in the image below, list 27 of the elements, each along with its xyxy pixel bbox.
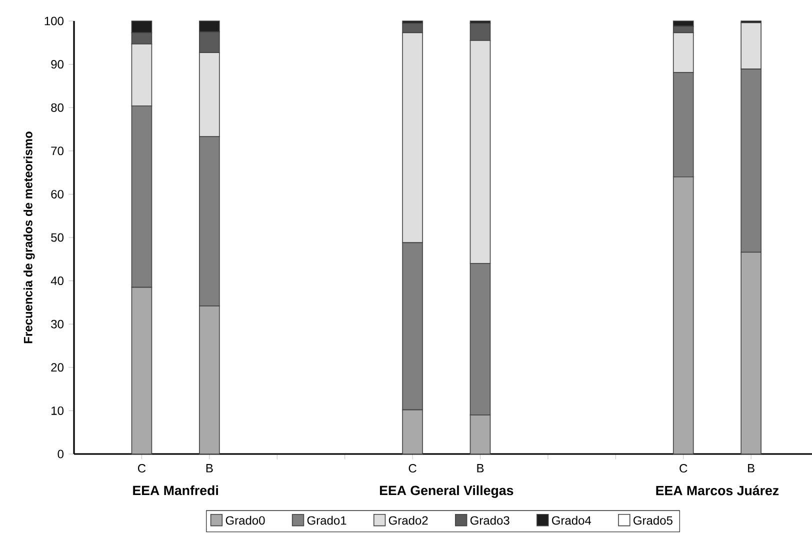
y-tick-label: 40	[50, 276, 64, 286]
x-tick-label: C	[408, 464, 416, 473]
legend-label: Grado3	[470, 516, 510, 525]
legend-label: Grado2	[388, 516, 428, 525]
y-tick-label: 50	[51, 233, 64, 242]
x-tick-label: B	[477, 464, 484, 472]
x-tick-label: B	[748, 464, 754, 472]
y-tick-label: 90	[51, 60, 64, 69]
legend-label: Grado0	[226, 516, 265, 525]
text: EEA Marcos Juárez	[656, 485, 779, 496]
y-tick-label: 10	[52, 406, 64, 415]
y-tick-label: 100	[44, 16, 64, 26]
y-tick-label: 20	[51, 363, 64, 372]
legend-label: Grado1	[307, 516, 346, 525]
x-tick-label: B	[206, 464, 213, 472]
text: EEA General Villegas	[380, 485, 514, 498]
x-tick-label: C	[680, 464, 688, 473]
y-axis-title: Frecuencia de grados de meteorismo	[24, 132, 35, 344]
legend-label: Grado5	[634, 516, 672, 525]
legend-label: Grado4	[552, 516, 592, 525]
x-tick-label: C	[138, 464, 146, 473]
y-tick-label: 0	[58, 450, 64, 458]
y-tick-label: 70	[51, 146, 64, 156]
y-tick-label: 80	[51, 103, 64, 112]
y-tick-label: 60	[51, 190, 64, 198]
text: EEA Manfredi	[133, 485, 218, 496]
y-tick-label: 30	[51, 320, 64, 328]
